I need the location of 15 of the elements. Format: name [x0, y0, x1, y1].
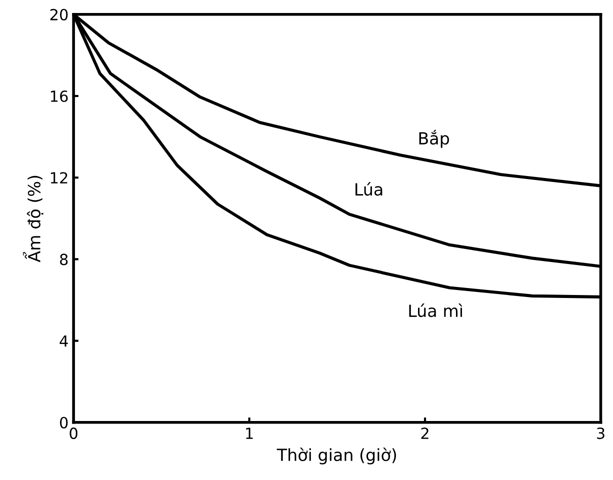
- y-tick-label: 8: [60, 254, 68, 266]
- x-axis-title: Thời gian (giờ): [276, 448, 396, 464]
- x-tick-label: 3: [597, 428, 604, 440]
- y-tick-label: 20: [50, 8, 68, 20]
- x-tick-label: 2: [421, 428, 428, 439]
- x-tick-label: 0: [70, 428, 78, 440]
- series-label: Bắp: [419, 130, 449, 148]
- y-tick-label: 16: [50, 90, 68, 102]
- series-label: Lúa mì: [409, 304, 462, 318]
- y-tick-label: 12: [50, 172, 68, 184]
- series-label: Lúa: [356, 182, 382, 196]
- y-tick-label: 4: [60, 335, 68, 347]
- y-tick-label: 0: [60, 416, 68, 428]
- x-tick-label: 1: [246, 428, 253, 439]
- y-axis-title: Ẩm độ (%): [22, 176, 44, 262]
